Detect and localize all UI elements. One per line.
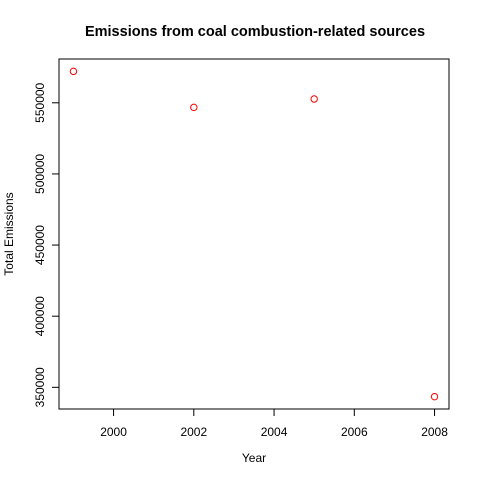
y-tick-label: 350000 [33, 367, 47, 407]
y-tick-label: 500000 [33, 154, 47, 194]
data-point [310, 95, 318, 103]
x-axis-label: Year [242, 451, 266, 465]
y-axis: 350000 400000 450000 500000 550000 [33, 82, 59, 407]
chart-title: Emissions from coal combustion-related s… [85, 24, 425, 40]
x-tick-label: 2004 [261, 425, 288, 439]
x-tick-label: 2008 [421, 425, 448, 439]
x-tick-label: 2006 [341, 425, 368, 439]
x-tick-label: 2000 [100, 425, 127, 439]
data-point [69, 67, 78, 76]
x-axis: 2000 2002 2004 2006 2008 [100, 409, 448, 439]
y-tick-label: 450000 [33, 225, 47, 265]
data-point [430, 392, 439, 401]
x-tick-label: 2002 [180, 425, 207, 439]
data-point [190, 103, 198, 112]
y-axis-label: Total Emissions [2, 192, 16, 275]
y-tick-label: 550000 [33, 82, 47, 122]
data-points [69, 67, 439, 401]
y-tick-label: 400000 [33, 296, 47, 336]
plot-frame [58, 58, 450, 410]
